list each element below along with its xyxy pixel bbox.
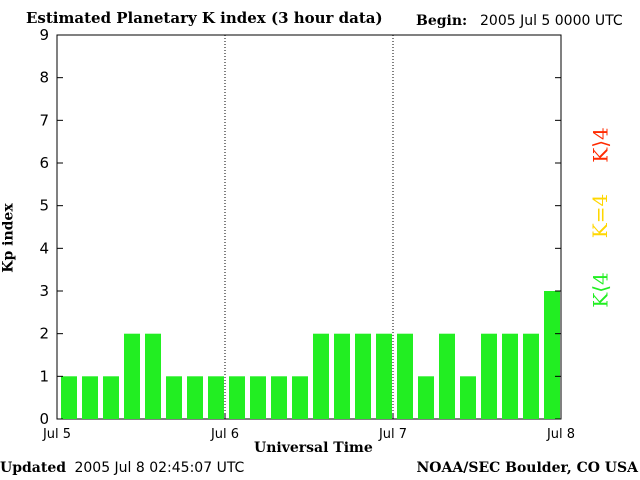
plot-frame xyxy=(56,34,562,420)
y-tick-label: 4 xyxy=(39,239,49,257)
kp-bar xyxy=(544,291,560,419)
kp-bar xyxy=(145,333,161,419)
y-tick-label: 3 xyxy=(39,282,49,300)
kp-bar xyxy=(250,376,266,419)
kp-bar xyxy=(124,333,140,419)
y-tick-label: 8 xyxy=(39,69,49,87)
kp-bar xyxy=(355,333,371,419)
kp-bar xyxy=(103,376,119,419)
kp-bar xyxy=(439,333,455,419)
y-tick-label: 9 xyxy=(39,26,49,44)
y-tick-label: 0 xyxy=(39,410,49,428)
kp-bar xyxy=(397,333,413,419)
day-separators xyxy=(224,35,394,419)
legend-k-less-4: K⟨4 xyxy=(588,272,613,308)
y-ticks: 0 1 2 3 4 5 6 7 8 9 xyxy=(39,26,561,428)
kp-bar xyxy=(523,333,539,419)
x-tick-label: Jul 6 xyxy=(210,427,239,442)
y-tick-label: 6 xyxy=(39,154,49,172)
kp-bar xyxy=(418,376,434,419)
begin-value: 2005 Jul 5 0000 UTC xyxy=(480,13,623,29)
y-tick-label: 5 xyxy=(39,197,49,215)
kp-bar xyxy=(271,376,287,419)
chart-title: Estimated Planetary K index (3 hour data… xyxy=(26,9,383,27)
y-tick-label: 2 xyxy=(39,325,49,343)
kp-bar xyxy=(82,376,98,419)
kp-bar xyxy=(313,333,329,419)
kp-bar xyxy=(292,376,308,419)
kp-bar xyxy=(166,376,182,419)
kp-bar xyxy=(502,333,518,419)
x-axis-label: Universal Time xyxy=(254,440,373,456)
updated-value: 2005 Jul 8 02:45:07 UTC xyxy=(74,460,245,476)
updated-label: Updated xyxy=(0,460,67,476)
kp-bar xyxy=(187,376,203,419)
source-credit: NOAA/SEC Boulder, CO USA xyxy=(416,460,639,476)
legend-k-equals-4: K=4 xyxy=(588,193,613,239)
x-tick-label: Jul 8 xyxy=(546,427,575,442)
x-tick-label: Jul 7 xyxy=(378,427,407,442)
kp-bar xyxy=(229,376,245,419)
y-tick-label: 7 xyxy=(39,111,49,129)
kp-bar xyxy=(334,333,350,419)
legend-k-greater-4: K⟩4 xyxy=(588,127,613,163)
updated-timestamp: Updated 2005 Jul 8 02:45:07 UTC xyxy=(0,460,244,476)
bars-group xyxy=(61,291,560,419)
x-ticks: Jul 5 Jul 6 Jul 7 Jul 8 xyxy=(42,413,575,442)
kp-bar xyxy=(61,376,77,419)
kp-bar xyxy=(460,376,476,419)
kp-bar xyxy=(481,333,497,419)
y-tick-label: 1 xyxy=(39,367,49,385)
begin-label: Begin: xyxy=(416,13,468,29)
x-tick-label: Jul 5 xyxy=(42,427,71,442)
kp-bar xyxy=(376,333,392,419)
kp-bar xyxy=(208,376,224,419)
